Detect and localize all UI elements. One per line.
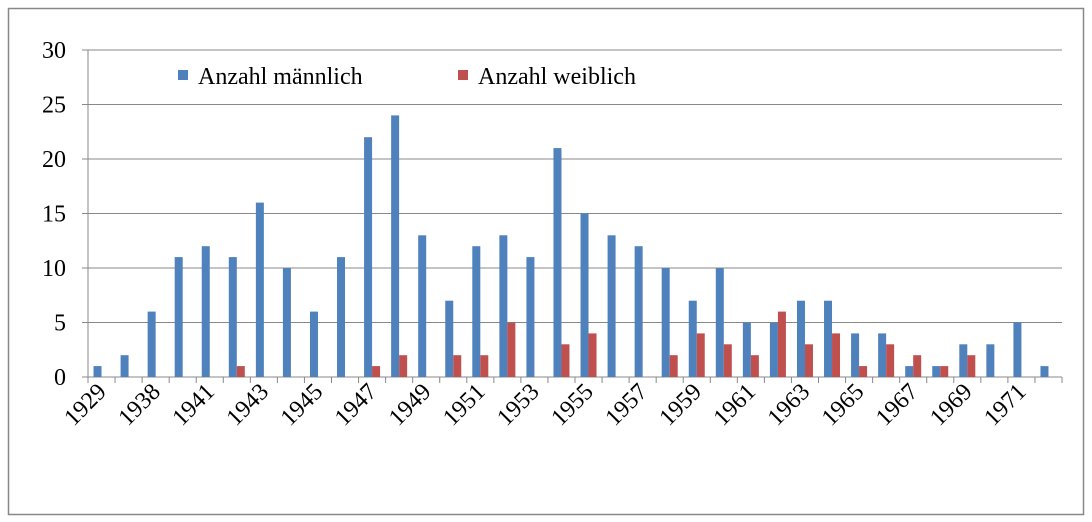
bar <box>480 355 489 377</box>
legend-swatch <box>178 70 188 80</box>
bar <box>93 366 102 377</box>
y-tick-label: 20 <box>42 147 66 173</box>
bar <box>399 355 408 377</box>
bar <box>859 366 868 377</box>
bar <box>696 333 705 377</box>
bar <box>1040 366 1049 377</box>
bar <box>715 268 724 377</box>
bar <box>750 355 759 377</box>
y-tick-label: 15 <box>42 202 66 228</box>
bar <box>688 300 697 377</box>
bar <box>453 355 462 377</box>
bar <box>507 322 516 377</box>
bar <box>526 257 535 377</box>
bar <box>255 202 264 377</box>
bar <box>967 355 976 377</box>
bar <box>913 355 922 377</box>
bar <box>832 333 841 377</box>
bar <box>634 246 643 377</box>
bar <box>851 333 860 377</box>
bar <box>742 322 751 377</box>
bar <box>472 246 481 377</box>
bar <box>445 300 454 377</box>
bar <box>364 137 373 377</box>
bar <box>878 333 887 377</box>
bar <box>309 311 318 377</box>
bar <box>236 366 245 377</box>
bar <box>228 257 237 377</box>
bar <box>959 344 968 377</box>
bar <box>905 366 914 377</box>
bar <box>372 366 381 377</box>
bar <box>723 344 732 377</box>
y-tick-label: 0 <box>54 365 66 391</box>
bar <box>147 311 156 377</box>
y-tick-label: 10 <box>42 256 66 282</box>
bar <box>669 355 678 377</box>
bar <box>796 300 805 377</box>
bar <box>561 344 570 377</box>
bar <box>1013 322 1022 377</box>
bar <box>804 344 813 377</box>
bar <box>588 333 597 377</box>
legend-label: Anzahl weiblich <box>478 64 636 90</box>
bar <box>607 235 616 377</box>
y-tick-label: 30 <box>42 38 66 64</box>
y-tick-label: 5 <box>54 311 66 337</box>
bar <box>580 213 589 377</box>
y-tick-label: 25 <box>42 93 66 119</box>
chart-border <box>7 7 1085 516</box>
bar <box>932 366 941 377</box>
legend-label: Anzahl männlich <box>198 64 363 90</box>
bar <box>777 311 786 377</box>
bar <box>986 344 995 377</box>
bar <box>120 355 129 377</box>
bar <box>553 148 562 377</box>
bar <box>418 235 427 377</box>
bar <box>499 235 508 377</box>
bar <box>201 246 210 377</box>
bar <box>824 300 833 377</box>
bar <box>940 366 949 377</box>
bar <box>769 322 778 377</box>
legend-swatch <box>458 70 468 80</box>
bar <box>391 115 400 378</box>
bar <box>282 268 291 377</box>
bar <box>886 344 895 377</box>
bar <box>337 257 346 377</box>
bar <box>174 257 183 377</box>
bar <box>661 268 670 377</box>
